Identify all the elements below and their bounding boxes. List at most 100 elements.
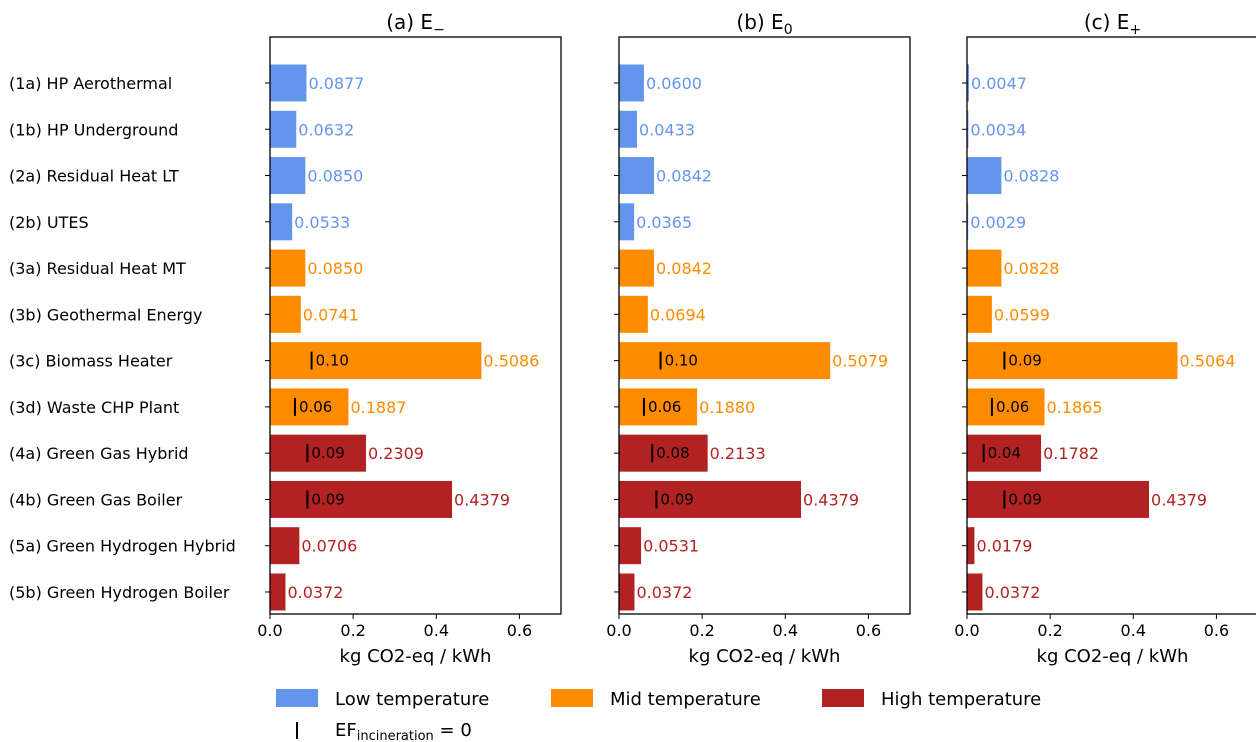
- value-label: 0.0842: [656, 167, 712, 186]
- bar: [270, 203, 293, 241]
- x-tick-label: 0.0: [257, 621, 282, 640]
- bar: [619, 388, 698, 426]
- category-label: (4b) Green Gas Boiler: [9, 490, 183, 509]
- value-label: 0.0372: [636, 583, 692, 602]
- legend-marker-label: EFincineration = 0: [335, 720, 472, 742]
- legend-label: Low temperature: [335, 689, 489, 710]
- x-tick-label: 0.6: [507, 621, 532, 640]
- value-label: 0.1782: [1043, 444, 1099, 463]
- panel-title-subscript: +: [1129, 22, 1141, 38]
- x-tick-label: 0.0: [606, 621, 631, 640]
- value-label: 0.2133: [710, 444, 766, 463]
- bar: [967, 64, 969, 102]
- bar: [619, 249, 654, 287]
- legend-swatch: [822, 689, 864, 707]
- panel-title: (b) E0: [736, 10, 792, 38]
- value-label: 0.0850: [307, 259, 363, 278]
- x-tick-label: 0.6: [856, 621, 881, 640]
- panel-3: 0.0047 0.0034 0.0828 0.0029 0.0828 0.0599 0.50…: [954, 10, 1256, 667]
- value-label: 0.4379: [803, 490, 859, 509]
- bar: [619, 110, 637, 148]
- marker-label: 0.06: [648, 398, 681, 416]
- bar: [619, 480, 802, 518]
- category-label: (2a) Residual Heat LT: [9, 167, 179, 186]
- x-axis-label: kg CO2-eq / kWh: [689, 646, 841, 667]
- bar: [967, 157, 1002, 195]
- bar: [270, 434, 366, 472]
- bar: [619, 342, 831, 380]
- bar: [967, 388, 1045, 426]
- bar: [270, 573, 286, 611]
- panel-title: (a) E−: [386, 10, 445, 38]
- plot-frame: [269, 36, 562, 615]
- category-label: (3c) Biomass Heater: [9, 352, 173, 371]
- value-label: 0.0599: [994, 305, 1050, 324]
- category-label: (1b) HP Underground: [9, 120, 178, 139]
- value-label: 0.1880: [699, 398, 755, 417]
- value-label: 0.5086: [483, 352, 539, 371]
- category-label: (3b) Geothermal Energy: [9, 305, 202, 324]
- panel-title: (c) E+: [1084, 10, 1141, 38]
- marker-label: 0.06: [996, 398, 1029, 416]
- bar: [619, 434, 708, 472]
- value-label: 0.0047: [971, 74, 1027, 93]
- marker-label: 0.06: [299, 398, 332, 416]
- bar: [270, 527, 300, 565]
- marker-label: 0.09: [660, 490, 693, 508]
- panel-title-main: (a) E: [386, 10, 433, 34]
- bar: [270, 249, 306, 287]
- value-label: 0.0694: [650, 305, 706, 324]
- value-label: 0.0365: [636, 213, 692, 232]
- marker-label: 0.09: [311, 490, 344, 508]
- x-tick-label: 0.2: [340, 621, 365, 640]
- value-label: 0.0533: [294, 213, 350, 232]
- panel-title-subscript: 0: [784, 22, 793, 38]
- bar: [619, 64, 644, 102]
- legend-swatch: [551, 689, 593, 707]
- bar: [270, 480, 453, 518]
- panel-title-main: (c) E: [1084, 10, 1130, 34]
- marker-label: 0.10: [665, 352, 698, 370]
- x-tick-label: 0.4: [773, 621, 798, 640]
- bar: [619, 203, 635, 241]
- x-tick-label: 0.4: [424, 621, 449, 640]
- plot-frame: [966, 36, 1256, 615]
- bar: [270, 388, 349, 426]
- bar: [270, 342, 482, 380]
- value-label: 0.0179: [976, 537, 1032, 556]
- legend: Low temperature Mid temperature High tempe…: [276, 689, 1041, 742]
- legend-swatch: [276, 689, 318, 707]
- panel-title-subscript: −: [433, 22, 445, 38]
- value-label: 0.0842: [656, 259, 712, 278]
- x-tick-label: 0.0: [954, 621, 979, 640]
- bar: [619, 157, 654, 195]
- category-label: (5a) Green Hydrogen Hybrid: [9, 537, 236, 556]
- value-label: 0.0632: [298, 120, 354, 139]
- x-tick-label: 0.2: [689, 621, 714, 640]
- marker-label: 0.09: [1008, 352, 1041, 370]
- category-label: (4a) Green Gas Hybrid: [9, 444, 189, 463]
- legend-label: Mid temperature: [610, 689, 761, 710]
- value-label: 0.0741: [303, 305, 359, 324]
- value-label: 0.1865: [1047, 398, 1103, 417]
- value-label: 0.5079: [832, 352, 888, 371]
- bar: [619, 527, 642, 565]
- panel-2: 0.0600 0.0433 0.0842 0.0365 0.0842 0.0694 0.50…: [606, 10, 911, 667]
- panel-title-main: (b) E: [736, 10, 783, 34]
- x-axis-label: kg CO2-eq / kWh: [1037, 646, 1189, 667]
- bar: [967, 110, 969, 148]
- legend-marker-label-rest: = 0: [434, 720, 472, 741]
- x-axis-label: kg CO2-eq / kWh: [340, 646, 492, 667]
- bar: [967, 527, 975, 565]
- category-label: (5b) Green Hydrogen Boiler: [9, 583, 230, 602]
- marker-label: 0.09: [1008, 490, 1041, 508]
- value-label: 0.1887: [350, 398, 406, 417]
- value-label: 0.4379: [1151, 490, 1207, 509]
- panel-1: 0.0877 0.0632 0.0850 0.0533 0.0850 0.0741 0.50…: [257, 10, 562, 667]
- bar: [270, 64, 307, 102]
- value-label: 0.4379: [454, 490, 510, 509]
- value-label: 0.0372: [287, 583, 343, 602]
- x-tick-label: 0.6: [1204, 621, 1229, 640]
- category-label: (3d) Waste CHP Plant: [9, 398, 179, 417]
